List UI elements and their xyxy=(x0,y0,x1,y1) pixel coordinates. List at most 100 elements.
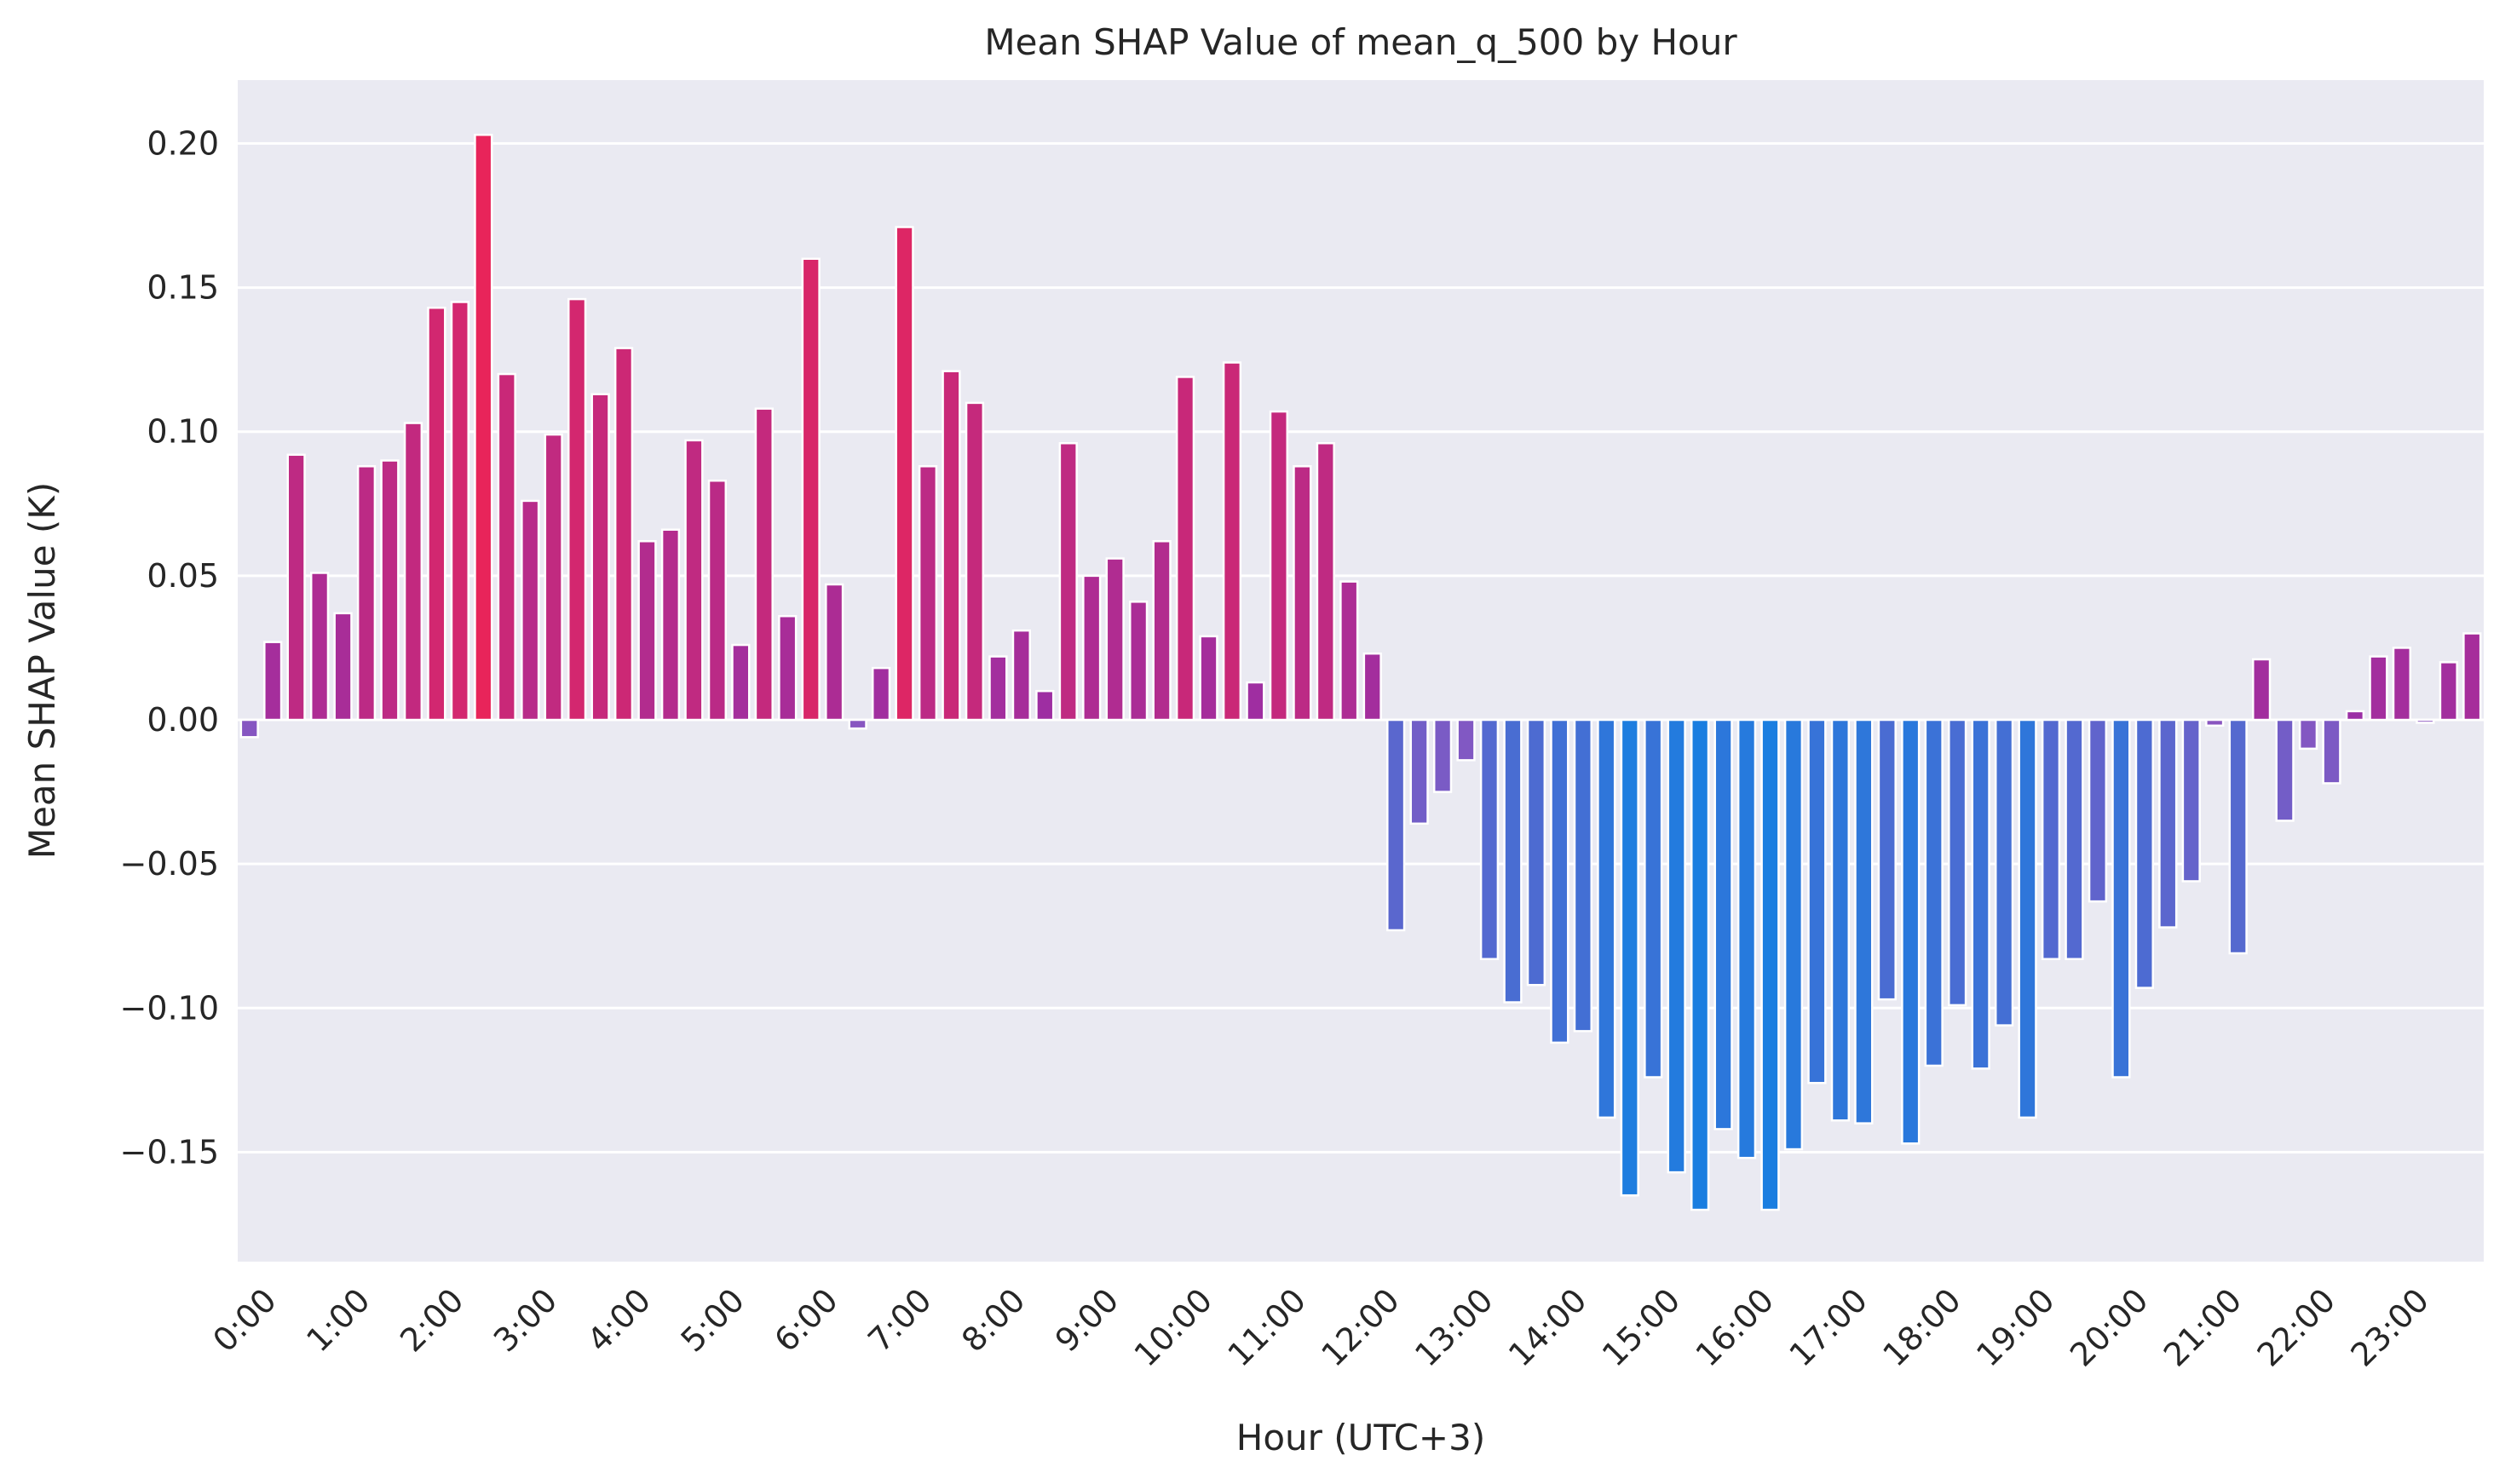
bar-30 xyxy=(942,370,961,722)
bar-59 xyxy=(1620,718,1639,1197)
x-axis-label: Hour (UTC+3) xyxy=(1236,1417,1485,1458)
bar-52 xyxy=(1456,718,1476,762)
bar-51 xyxy=(1432,718,1453,793)
bar-7 xyxy=(403,422,423,722)
bar-26 xyxy=(848,718,867,730)
bar-86 xyxy=(2252,658,2272,722)
x-tick-label: 12:00 xyxy=(1314,1281,1407,1374)
bar-82 xyxy=(2158,718,2178,929)
y-tick-label: −0.05 xyxy=(120,845,219,883)
bar-72 xyxy=(1924,718,1944,1067)
x-tick-label: 13:00 xyxy=(1408,1281,1500,1374)
bar-50 xyxy=(1409,718,1429,825)
bar-56 xyxy=(1550,718,1569,1044)
bar-28 xyxy=(895,226,914,722)
bar-47 xyxy=(1339,580,1359,722)
y-axis-label: Mean SHAP Value (K) xyxy=(21,482,63,859)
x-tick-label: 6:00 xyxy=(767,1281,844,1359)
bar-20 xyxy=(707,479,728,722)
y-tick-label: 0.10 xyxy=(147,413,219,451)
bar-68 xyxy=(1830,718,1851,1122)
bar-69 xyxy=(1854,718,1874,1125)
bar-10 xyxy=(474,134,493,722)
bar-6 xyxy=(380,459,400,722)
bar-75 xyxy=(1994,718,2014,1027)
bar-11 xyxy=(497,372,516,722)
bar-18 xyxy=(660,528,681,722)
bar-61 xyxy=(1667,718,1686,1174)
bar-17 xyxy=(637,540,657,722)
y-tick-label: 0.20 xyxy=(147,124,219,162)
bar-95 xyxy=(2462,632,2482,722)
bar-79 xyxy=(2088,718,2108,903)
x-tick-label: 1:00 xyxy=(299,1281,377,1359)
bar-83 xyxy=(2181,718,2201,883)
bar-92 xyxy=(2392,647,2412,722)
bar-88 xyxy=(2298,718,2318,751)
bar-64 xyxy=(1736,718,1757,1159)
bar-25 xyxy=(825,583,844,722)
bar-9 xyxy=(450,301,469,722)
x-axis-ticks: 0:00 1:00 2:00 3:00 4:00 5:00 6:00 7:00 8:00 9:00… xyxy=(205,1281,2436,1374)
bar-21 xyxy=(731,643,751,722)
bar-54 xyxy=(1503,718,1523,1004)
bar-62 xyxy=(1690,718,1710,1211)
bar-43 xyxy=(1246,681,1265,722)
y-tick-label: 0.00 xyxy=(147,701,219,739)
bar-57 xyxy=(1573,718,1592,1032)
bar-63 xyxy=(1713,718,1733,1130)
bar-22 xyxy=(754,407,774,722)
bar-5 xyxy=(356,465,377,722)
bar-53 xyxy=(1479,718,1500,961)
bar-58 xyxy=(1597,718,1616,1119)
bar-90 xyxy=(2345,710,2365,722)
x-tick-label: 3:00 xyxy=(487,1281,564,1359)
bar-35 xyxy=(1058,441,1078,722)
bar-67 xyxy=(1807,718,1827,1084)
x-tick-label: 19:00 xyxy=(1969,1281,2062,1374)
bar-40 xyxy=(1175,376,1195,722)
bar-39 xyxy=(1152,540,1172,722)
y-axis-ticks: 0.20 0.15 0.10 0.05 0.00 −0.05 −0.10 −0.15 xyxy=(120,124,219,1171)
x-tick-label: 21:00 xyxy=(2157,1281,2249,1374)
bar-45 xyxy=(1293,465,1312,722)
bar-94 xyxy=(2439,661,2458,722)
bar-13 xyxy=(544,433,563,722)
y-tick-label: −0.10 xyxy=(120,989,219,1027)
x-tick-label: 10:00 xyxy=(1127,1281,1220,1374)
gridlines xyxy=(238,141,2484,1153)
bar-1 xyxy=(263,641,283,722)
bar-71 xyxy=(1901,718,1921,1145)
bar-8 xyxy=(427,307,446,722)
x-tick-label: 23:00 xyxy=(2344,1281,2437,1374)
bar-81 xyxy=(2134,718,2154,989)
bar-89 xyxy=(2322,718,2341,785)
bar-31 xyxy=(965,401,985,722)
bar-4 xyxy=(333,612,353,722)
bar-38 xyxy=(1129,601,1149,722)
bar-42 xyxy=(1222,361,1242,722)
bar-73 xyxy=(1948,718,1967,1007)
x-tick-label: 16:00 xyxy=(1689,1281,1782,1374)
bar-24 xyxy=(801,257,821,722)
bar-60 xyxy=(1644,718,1663,1078)
x-tick-label: 22:00 xyxy=(2250,1281,2343,1374)
bar-2 xyxy=(286,453,306,722)
bar-78 xyxy=(2065,718,2084,961)
bar-32 xyxy=(988,655,1008,722)
chart-title: Mean SHAP Value of mean_q_500 by Hour xyxy=(984,21,1737,63)
bar-76 xyxy=(2018,718,2037,1119)
x-tick-label: 9:00 xyxy=(1048,1281,1126,1359)
bar-29 xyxy=(918,465,938,722)
bar-19 xyxy=(684,439,704,722)
y-tick-label: 0.05 xyxy=(147,557,219,595)
x-tick-label: 17:00 xyxy=(1782,1281,1875,1374)
bar-87 xyxy=(2275,718,2295,822)
bar-27 xyxy=(871,666,891,722)
bar-77 xyxy=(2041,718,2061,961)
bar-70 xyxy=(1877,718,1897,1001)
bar-33 xyxy=(1011,629,1031,722)
y-tick-label: −0.15 xyxy=(120,1133,219,1171)
bar-36 xyxy=(1082,574,1102,722)
